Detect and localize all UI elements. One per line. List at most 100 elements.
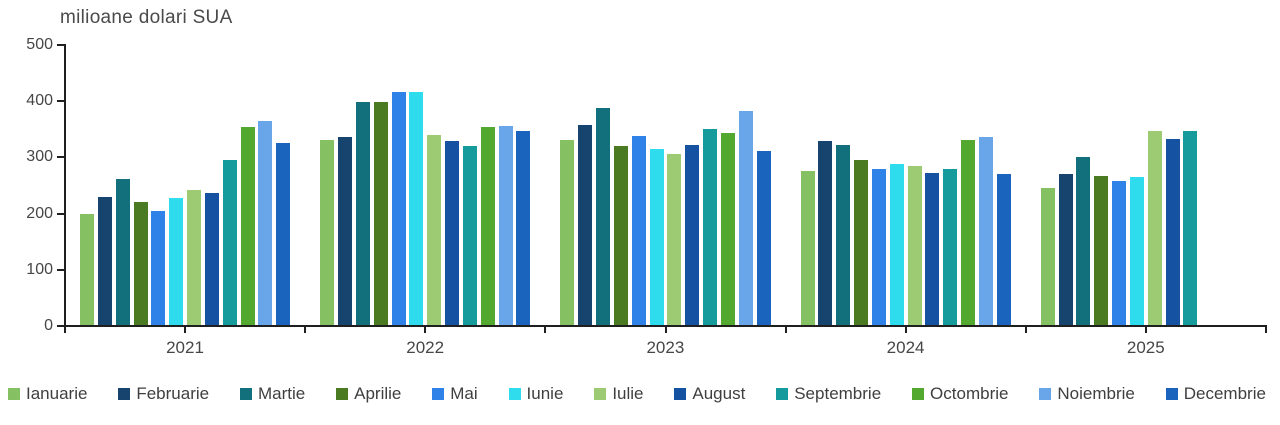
legend-item-septembrie: Septembrie [776,384,881,404]
bar-2025-august [1165,138,1180,325]
bar-2023-octombrie [720,133,735,325]
bar-2022-decembrie [516,131,531,325]
year-label: 2022 [406,338,445,357]
legend-item-decembrie: Decembrie [1165,384,1266,404]
bar-2025-februarie [1058,174,1073,325]
legend-swatch-icon [594,388,607,400]
legend-item-noiembrie: Noiembrie [1039,384,1135,404]
legend-label: Septembrie [794,384,882,403]
legend-label: Ianuarie [26,384,88,403]
legend-label: Mai [450,384,478,403]
x-axis-tick [904,327,907,333]
year-label: 2025 [1126,338,1165,357]
bar-2021-decembrie [276,142,291,325]
bar-2024-august [925,173,940,325]
y-axis [64,44,66,327]
bar-2022-martie [355,102,370,325]
x-axis-tick [784,327,787,333]
bar-2022-septembrie [462,146,477,325]
legend-item-august: August [674,384,745,404]
bar-2022-octombrie [480,127,495,325]
chart-title: milioane dolari SUA [60,7,233,28]
y-axis-tick [57,156,64,159]
legend-label: Noiembrie [1057,384,1135,403]
legend-swatch-icon [508,388,521,400]
year-label: 2021 [166,338,204,357]
bar-2022-ianuarie [320,139,335,325]
legend-label: Februarie [136,384,210,403]
bar-2021-aprilie [133,202,148,325]
y-axis-tick [57,100,64,103]
bar-2024-mai [871,169,886,325]
legend-item-mai: Mai [432,384,478,404]
legend-label: August [692,384,746,403]
legend-swatch-icon [432,388,445,400]
legend-swatch-icon [239,388,252,400]
legend-label: Iunie [526,384,564,403]
bar-2023-noiembrie [738,111,753,325]
x-axis-tick [664,327,667,333]
y-tick-label: 0 [44,317,53,334]
bar-2023-februarie [578,125,593,325]
bar-2025-septembrie [1183,131,1198,325]
bar-2024-martie [836,144,851,325]
bar-2022-aprilie [373,102,388,325]
bar-2023-decembrie [756,150,771,325]
y-axis-tick [57,325,64,327]
bar-2023-mai [631,136,646,325]
bar-2024-noiembrie [978,137,993,325]
legend-swatch-icon [776,388,789,400]
bar-2022-februarie [338,136,353,325]
x-axis-tick [184,327,187,333]
bar-2024-octombrie [961,140,976,325]
bar-2024-aprilie [854,160,869,325]
legend-label: Martie [257,384,306,403]
bar-2021-august [204,192,219,325]
legend-item-octombrie: Octombrie [912,384,1008,404]
y-axis-tick [57,44,64,46]
bar-2025-iulie [1147,131,1162,325]
legend-swatch-icon [118,388,131,400]
x-axis-tick [1144,327,1147,333]
bar-2025-martie [1076,156,1091,325]
x-axis-tick [64,327,66,333]
x-axis-tick [1265,327,1267,333]
legend-item-iunie: Iunie [508,384,564,404]
legend-item-iulie: Iulie [594,384,644,404]
bar-2025-mai [1112,180,1127,325]
y-tick-label: 400 [26,92,53,110]
bar-2021-iulie [187,189,202,325]
bar-2024-februarie [818,141,833,325]
bar-2021-februarie [97,197,112,325]
legend-label: Octombrie [930,384,1009,403]
legend-item-martie: Martie [239,384,306,404]
y-axis-tick [57,268,64,271]
legend-label: Aprilie [354,384,402,403]
legend: Ianuarie Februarie Martie Aprilie Mai Iunie Iu… [8,384,1266,404]
x-axis-tick [544,327,547,333]
bar-2025-ianuarie [1040,188,1055,325]
bar-2022-mai [391,92,406,325]
y-tick-label: 200 [26,204,53,222]
legend-item-aprilie: Aprilie [336,384,401,404]
x-axis [64,325,1267,327]
y-tick-label: 100 [26,260,53,278]
bar-2023-ianuarie [560,139,575,325]
y-tick-label: 300 [26,148,53,166]
bar-2021-octombrie [240,126,255,325]
bar-2025-aprilie [1094,176,1109,325]
bar-2021-ianuarie [80,213,94,325]
bar-2023-iunie [649,149,664,325]
legend-swatch-icon [674,388,687,400]
legend-swatch-icon [1039,388,1052,400]
bar-2024-ianuarie [800,171,815,325]
bar-2022-august [445,140,460,325]
bar-2025-iunie [1129,177,1144,325]
bar-2021-iunie [169,197,184,325]
bar-2023-august [685,145,700,325]
legend-label: Decembrie [1183,384,1266,403]
x-axis-tick [304,327,307,333]
bar-2023-iulie [667,153,682,325]
x-axis-tick [424,327,427,333]
